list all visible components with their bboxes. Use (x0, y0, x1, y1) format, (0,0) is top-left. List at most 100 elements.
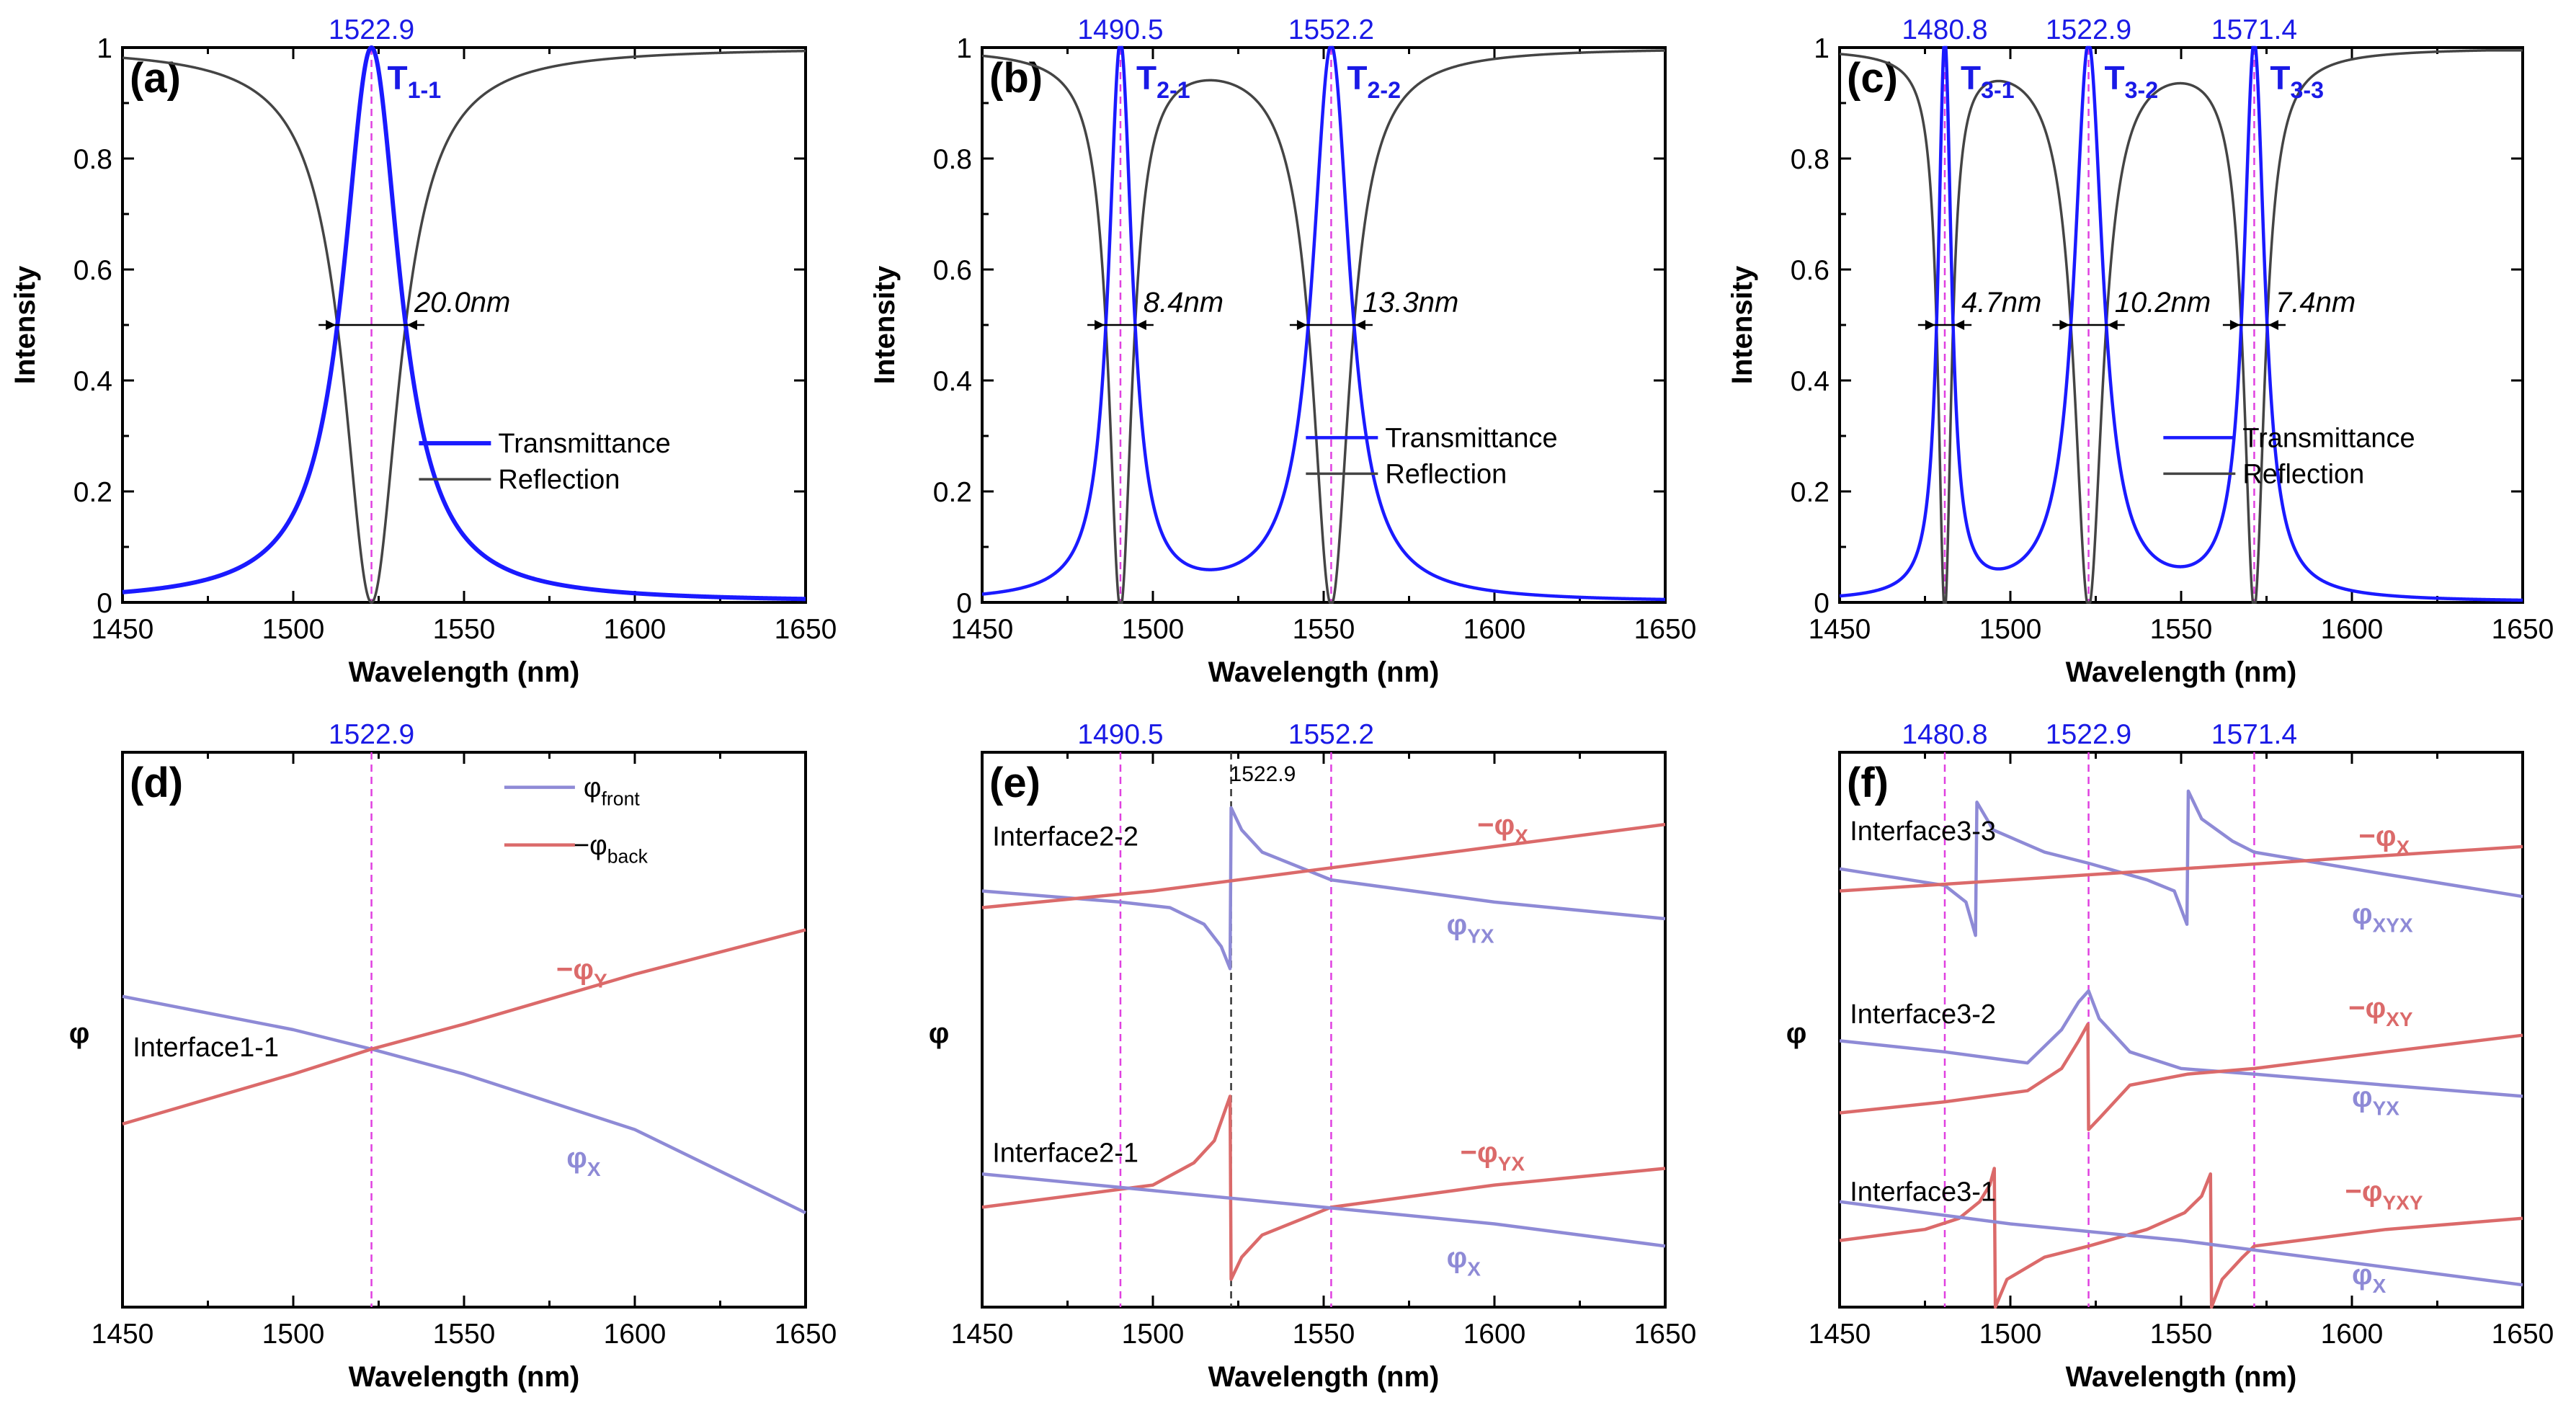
t-label: T2-1 (1136, 59, 1190, 103)
curve-label: φX (2352, 1259, 2386, 1297)
curve-label-main: φ (2352, 1081, 2373, 1113)
x-tick-label: 1600 (604, 1319, 667, 1350)
series-transmittance (122, 45, 806, 602)
series-transmittance (981, 45, 1666, 602)
series-front (122, 994, 806, 1215)
x-axis-title: Wavelength (nm) (1208, 656, 1440, 688)
interface-label: Interface3-3 (1850, 816, 1996, 847)
peak-value-label: 1522.9 (2046, 719, 2131, 750)
curve-label: −φXY (2348, 992, 2413, 1030)
y-tick-label: 0.2 (1791, 477, 1830, 508)
curve-label-sub: YX (1467, 925, 1494, 948)
x-tick-label: 1550 (2150, 614, 2213, 645)
t-label-main: T (1136, 59, 1156, 97)
curve-label-sub: X (587, 1158, 601, 1180)
curve-label-main: φ (2352, 1259, 2373, 1291)
t-label-sub: 2-2 (1368, 77, 1401, 103)
peak-value-label: 1571.4 (2211, 14, 2297, 45)
t-label: T3-1 (1961, 59, 2015, 103)
y-tick-label: 0.2 (73, 477, 112, 508)
x-tick-label: 1650 (775, 614, 837, 645)
fwhm-arrowhead-right (2107, 320, 2118, 330)
x-axis-title: Wavelength (nm) (2066, 656, 2297, 688)
x-tick-label: 1500 (1979, 614, 2042, 645)
legend-label-back: −φback (574, 831, 649, 868)
panel-f: 1450 1500 1550 1600 1650 Wavelength (nm) φ (f) 1… (1786, 719, 2554, 1393)
fwhm-arrowhead-right (1954, 320, 1965, 330)
x-axis-title: Wavelength (nm) (349, 656, 580, 688)
x-tick-label: 1600 (2321, 614, 2384, 645)
x-tick-label: 1550 (433, 1319, 496, 1350)
t-label: T3-3 (2270, 59, 2324, 103)
curve-label: φXYX (2352, 898, 2413, 936)
legend-label-front-main: φ (584, 773, 602, 803)
legend-label-back-sub: back (607, 846, 649, 868)
t-label: T2-2 (1347, 59, 1401, 103)
y-tick-label: 0.4 (1791, 366, 1830, 397)
curve-label-main: φ (1447, 1242, 1468, 1274)
curve-label: φYX (1447, 909, 1494, 948)
x-tick-label: 1500 (1122, 614, 1185, 645)
y-tick-label: 0.6 (1791, 255, 1830, 286)
fwhm-arrowhead-left (1296, 320, 1307, 330)
plot-frame (121, 751, 807, 1309)
y-tick-label: 1 (97, 33, 112, 64)
x-tick-label: 1600 (1463, 1319, 1526, 1350)
series-front (1839, 1200, 2523, 1287)
fwhm-arrowhead-right (1355, 320, 1365, 330)
peak-value-label: 1490.5 (1077, 14, 1163, 45)
legend-label-back-main: −φ (574, 831, 607, 861)
series-back (1839, 1022, 2523, 1131)
curve-label-main: −φ (2358, 821, 2396, 852)
curve-label-sub: X (2396, 837, 2410, 859)
y-tick-label: 0 (956, 588, 972, 619)
panel-label: (b) (989, 55, 1043, 102)
fwhm-label: 8.4nm (1144, 287, 1224, 318)
legend-label-transmittance: Transmittance (1385, 423, 1557, 453)
x-tick-label: 1650 (775, 1319, 837, 1350)
x-tick-label: 1600 (1463, 614, 1526, 645)
x-tick-label: 1550 (1293, 1319, 1355, 1350)
interface-label: Interface2-1 (992, 1138, 1138, 1168)
curve-label-main: φ (566, 1142, 587, 1174)
x-tick-label: 1500 (1122, 1319, 1185, 1350)
x-tick-label: 1450 (1809, 1319, 1871, 1350)
y-axis-title: φ (69, 1017, 90, 1049)
curve-label-main: φ (1447, 909, 1468, 941)
y-tick-label: 0.8 (73, 144, 112, 175)
x-tick-label: 1650 (1634, 614, 1697, 645)
series-back (981, 1095, 1666, 1281)
panel-e: 1450 1500 1550 1600 1650 Wavelength (nm) φ (e) 1… (929, 719, 1697, 1393)
panel-a: 1450 1500 1550 1600 1650 Wavelength (nm) 0 0.2 0… (9, 14, 837, 688)
x-tick-label: 1600 (2321, 1319, 2384, 1350)
curve-label: −φY (556, 953, 607, 991)
y-tick-label: 0.2 (933, 477, 972, 508)
curve-label: −φYXY (2345, 1175, 2423, 1213)
curve-label-sub: YX (2373, 1097, 2400, 1119)
fwhm-label: 7.4nm (2276, 287, 2356, 318)
t-label-main: T (388, 59, 408, 97)
x-tick-label: 1500 (262, 1319, 325, 1350)
curve-label: −φX (1477, 809, 1528, 847)
fwhm-arrowhead-left (2059, 320, 2070, 330)
y-tick-label: 0 (1814, 588, 1830, 619)
x-tick-label: 1650 (2492, 614, 2554, 645)
legend-label-front: φfront (584, 773, 640, 810)
y-tick-label: 0.4 (73, 366, 112, 397)
y-tick-label: 1 (1814, 33, 1830, 64)
fwhm-label: 13.3nm (1363, 287, 1458, 318)
legend-label-reflection: Reflection (2242, 459, 2364, 489)
legend-label-reflection: Reflection (1385, 459, 1507, 489)
y-tick-label: 0.6 (73, 255, 112, 286)
t-label-sub: 3-3 (2291, 77, 2325, 103)
curve-label-main: −φ (556, 953, 594, 985)
curve-label-sub: Y (594, 969, 607, 991)
y-axis-title: Intensity (869, 265, 901, 384)
panel-label: (d) (130, 759, 183, 806)
x-axis-title: Wavelength (nm) (349, 1361, 580, 1393)
curve-label-main: φ (2352, 898, 2373, 930)
panel-c: 1450 1500 1550 1600 1650 Wavelength (nm) 0 0.2 0… (1726, 14, 2554, 688)
legend-label-front-sub: front (602, 788, 641, 810)
fwhm-arrowhead-left (326, 320, 337, 330)
x-tick-label: 1450 (92, 1319, 154, 1350)
